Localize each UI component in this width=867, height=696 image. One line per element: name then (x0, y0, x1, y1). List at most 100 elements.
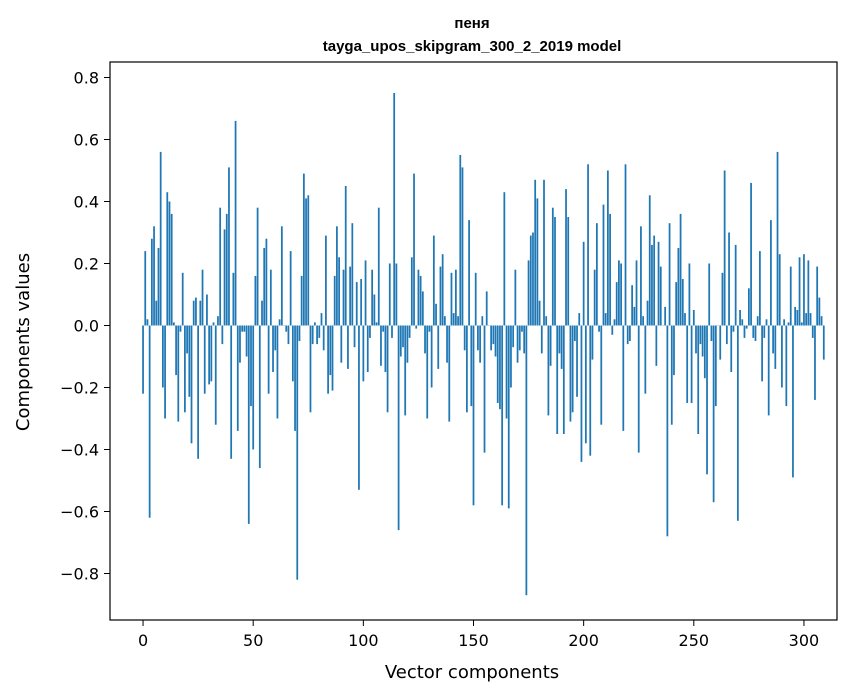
bar-248 (688, 263, 691, 326)
bar-111 (386, 325, 389, 413)
bars-group (142, 93, 825, 596)
bar-39 (228, 167, 230, 326)
bar-13 (170, 213, 173, 326)
bar-220 (626, 325, 629, 345)
bar-102 (366, 325, 369, 372)
bar-76 (309, 325, 312, 413)
bar-47 (245, 325, 248, 357)
x-tick-label: 50 (243, 631, 263, 650)
bar-75 (307, 195, 310, 326)
x-axis-label: Vector components (385, 662, 559, 683)
bar-166 (507, 325, 510, 509)
bar-151 (474, 272, 477, 326)
bar-254 (701, 325, 704, 357)
bar-156 (485, 291, 488, 326)
bar-59 (272, 325, 274, 372)
bar-128 (424, 325, 426, 354)
bar-293 (787, 322, 790, 326)
x-axis-ticks: 0 50 100 150 200 250 300 (138, 620, 819, 650)
bar-228 (644, 325, 647, 394)
bar-136 (441, 254, 444, 326)
bar-189 (558, 325, 561, 354)
bar-147 (466, 325, 468, 413)
bar-242 (675, 282, 678, 326)
bar-305 (814, 325, 816, 400)
bar-79 (316, 325, 318, 345)
bar-48 (247, 325, 250, 524)
bar-20 (186, 325, 188, 354)
bar-180 (538, 300, 541, 326)
bar-19 (184, 325, 186, 413)
bar-112 (388, 263, 391, 326)
bar-255 (703, 325, 706, 379)
y-tick-label: −0.6 (60, 503, 99, 522)
bar-258 (710, 325, 713, 341)
bar-160 (494, 325, 497, 357)
bar-297 (796, 310, 799, 326)
bar-42 (234, 120, 237, 326)
bar-201 (584, 325, 587, 444)
bar-176 (529, 235, 532, 326)
bar-174 (525, 325, 528, 596)
bar-24 (195, 297, 197, 326)
bar-150 (472, 325, 475, 506)
bar-125 (417, 269, 420, 326)
bar-306 (816, 266, 819, 326)
bar-294 (789, 266, 792, 326)
bar-282 (763, 325, 766, 338)
bar-292 (785, 325, 788, 407)
bar-275 (748, 288, 750, 326)
bar-225 (637, 325, 640, 453)
bar-4 (150, 238, 153, 326)
bar-148 (468, 220, 470, 326)
bar-262 (719, 325, 722, 360)
bar-99 (360, 279, 363, 326)
bar-57 (267, 325, 270, 394)
bar-234 (657, 241, 660, 326)
bar-140 (450, 272, 453, 326)
bar-98 (358, 325, 360, 490)
bar-209 (602, 204, 605, 326)
bar-227 (642, 316, 645, 326)
bar-229 (646, 300, 649, 326)
bar-238 (666, 325, 669, 537)
bar-296 (794, 306, 797, 326)
bar-192 (565, 189, 567, 326)
bar-105 (373, 294, 376, 326)
bar-245 (681, 279, 684, 326)
bar-33 (214, 325, 217, 425)
bar-41 (232, 272, 235, 326)
bar-291 (783, 319, 786, 326)
bar-161 (496, 325, 499, 403)
chart-title-line-1: пеня (454, 15, 489, 32)
bar-92 (344, 186, 347, 326)
bar-5 (153, 226, 155, 326)
bar-251 (695, 325, 697, 354)
bar-307 (818, 297, 821, 326)
bar-87 (333, 275, 336, 326)
bar-81 (320, 313, 323, 326)
bar-219 (624, 164, 627, 326)
bar-66 (287, 325, 290, 345)
bar-38 (225, 213, 228, 326)
bar-44 (239, 325, 241, 363)
bar-6 (155, 300, 158, 326)
bar-271 (739, 310, 741, 326)
bar-138 (446, 325, 448, 363)
bar-36 (221, 325, 224, 345)
bar-198 (578, 313, 581, 326)
bar-126 (419, 275, 422, 326)
bar-269 (734, 244, 737, 326)
bar-265 (725, 325, 728, 345)
y-axis-label: Components values (13, 253, 34, 431)
bar-95 (351, 223, 354, 326)
bar-289 (778, 254, 781, 326)
bar-165 (505, 325, 508, 419)
bar-62 (278, 319, 281, 326)
bar-162 (499, 325, 501, 410)
bar-133 (435, 303, 437, 326)
bar-143 (457, 316, 459, 326)
bar-27 (201, 269, 204, 326)
bar-274 (745, 325, 748, 329)
